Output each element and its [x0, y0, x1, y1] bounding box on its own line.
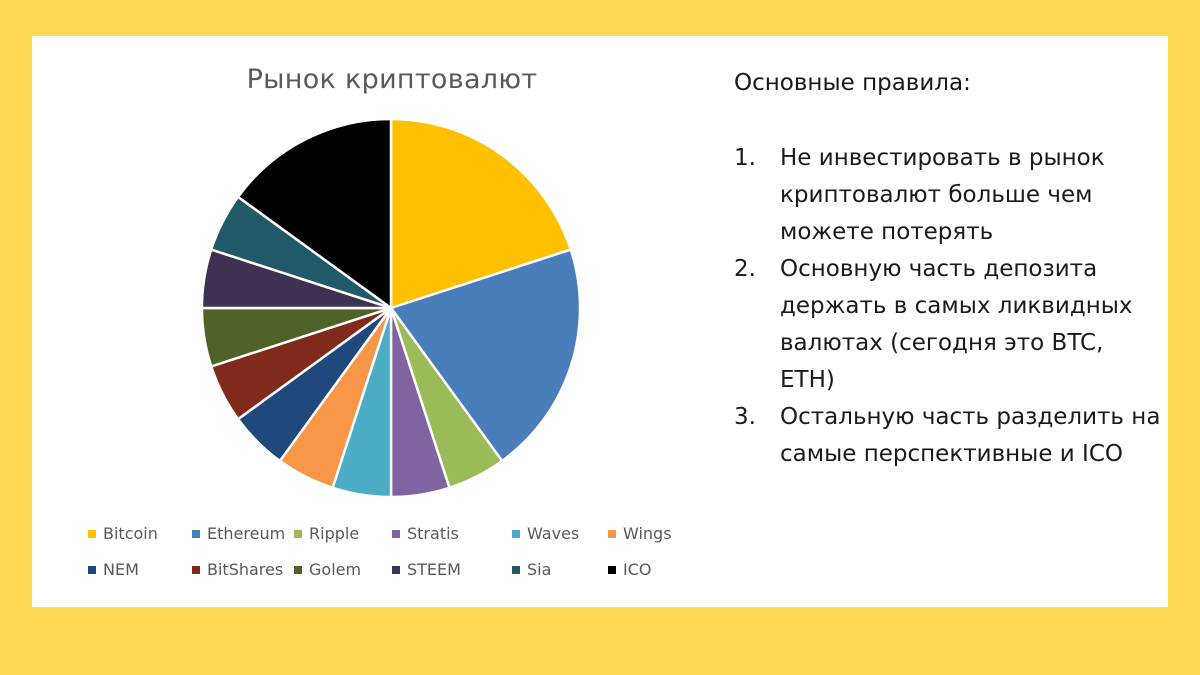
legend-item-waves: Waves [512, 524, 579, 543]
rule-number: 1. [734, 145, 756, 171]
rules-block: Основные правила: 1. Не инвестировать в … [734, 66, 1164, 473]
legend-swatch-icon [608, 565, 616, 574]
pie-slice-ethereum [388, 248, 582, 463]
rule-number: 3. [734, 404, 756, 430]
chart-title: Рынок криптовалют [246, 64, 538, 95]
legend-item-ico: ICO [608, 560, 651, 579]
rule-item: 1. Не инвестировать в рынок криптовалют … [734, 140, 1164, 251]
legend-label: Wings [623, 524, 672, 543]
legend-swatch-icon [294, 565, 302, 574]
legend-item-steem: STEEM [392, 560, 461, 579]
legend-item-ethereum: Ethereum [192, 524, 285, 543]
rules-list: 1. Не инвестировать в рынок криптовалют … [734, 140, 1164, 473]
legend-label: Stratis [407, 524, 459, 543]
legend-label: Ethereum [207, 524, 286, 543]
legend-swatch-icon [192, 529, 200, 538]
legend-item-ripple: Ripple [294, 524, 359, 543]
legend-swatch-icon [512, 565, 520, 574]
legend-swatch-icon [512, 529, 520, 538]
rule-item: 2. Основную часть депозита держать в сам… [734, 251, 1164, 399]
legend-item-bitshares: BitShares [192, 560, 283, 579]
legend-swatch-icon [392, 529, 400, 538]
pie-chart [200, 117, 582, 499]
pie-slice-bitcoin [389, 117, 573, 310]
legend-swatch-icon [192, 565, 200, 574]
legend-label: ICO [623, 560, 652, 579]
legend-label: Golem [309, 560, 362, 579]
legend-label: Sia [527, 560, 552, 579]
legend-label: STEEM [407, 560, 461, 579]
legend-item-golem: Golem [294, 560, 361, 579]
legend-swatch-icon [608, 529, 616, 538]
legend-label: NEM [103, 560, 139, 579]
rule-item: 3. Остальную часть разделить на самые пе… [734, 399, 1164, 473]
legend-swatch-icon [88, 529, 96, 538]
rule-number: 2. [734, 256, 756, 282]
legend-swatch-icon [294, 529, 302, 538]
legend-swatch-icon [392, 565, 400, 574]
legend-item-bitcoin: Bitcoin [88, 524, 158, 543]
pie-slice-ico [236, 117, 393, 311]
legend-item-wings: Wings [608, 524, 672, 543]
legend-item-stratis: Stratis [392, 524, 459, 543]
legend-item-sia: Sia [512, 560, 551, 579]
legend-item-nem: NEM [88, 560, 139, 579]
legend-swatch-icon [88, 565, 96, 574]
legend-label: Ripple [309, 524, 360, 543]
slide-panel: Рынок криптовалют Bitcoin Ethereum Ripple S… [32, 36, 1168, 607]
legend-label: BitShares [207, 560, 284, 579]
legend-label: Waves [527, 524, 580, 543]
rule-text: Остальную часть разделить на самые персп… [780, 404, 1161, 467]
rule-text: Не инвестировать в рынок криптовалют бол… [780, 145, 1105, 245]
legend-label: Bitcoin [103, 524, 158, 543]
rules-heading: Основные правила: [734, 70, 971, 96]
rule-text: Основную часть депозита держать в самых … [780, 256, 1133, 393]
